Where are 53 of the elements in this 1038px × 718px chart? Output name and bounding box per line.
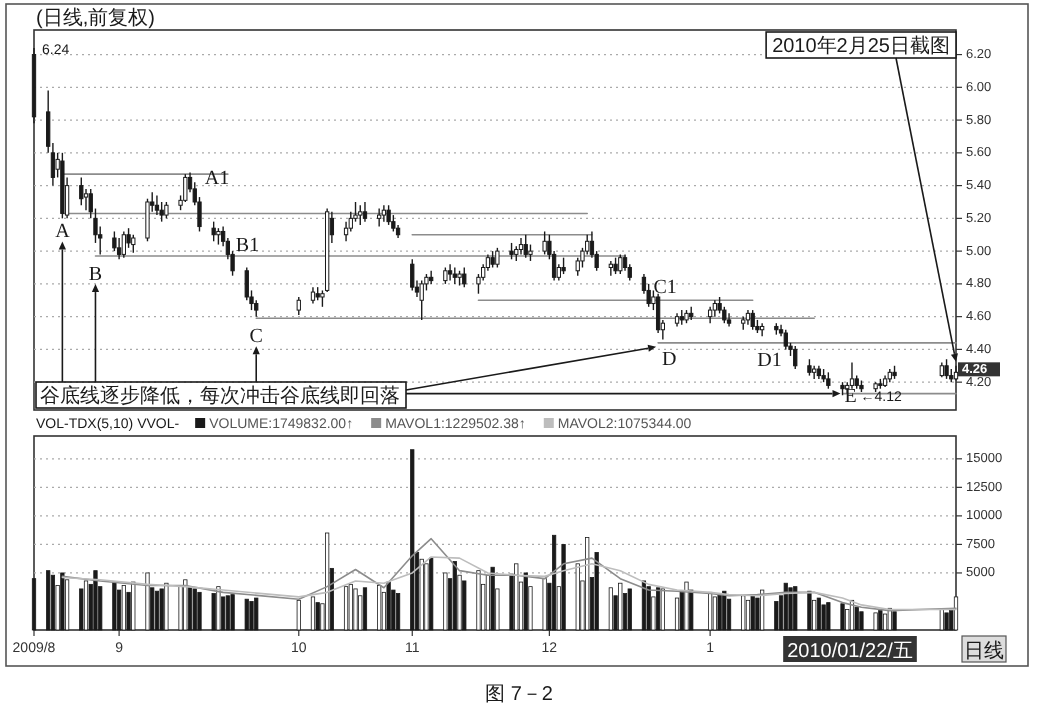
text: 2010/01/22/五 xyxy=(787,641,913,663)
candlestick xyxy=(495,247,500,269)
annotation: D1 xyxy=(757,350,782,373)
candlestick xyxy=(419,279,424,321)
candlestick xyxy=(358,204,363,226)
annotation: C xyxy=(249,326,264,349)
candlestick xyxy=(542,230,547,256)
candlestick xyxy=(410,258,415,292)
chart-title: (日线,前复权) xyxy=(36,6,155,30)
candlestick xyxy=(362,201,368,223)
candlestick xyxy=(793,345,798,370)
annotation: B xyxy=(88,264,103,287)
candlestick xyxy=(783,329,788,351)
text: 日线 xyxy=(964,639,1004,663)
candlestick xyxy=(296,296,301,316)
candlestick xyxy=(183,173,188,203)
line-series xyxy=(61,556,957,611)
candlestick xyxy=(381,204,387,223)
candlestick xyxy=(131,234,136,254)
candlestick xyxy=(116,237,122,261)
candlestick xyxy=(462,266,467,288)
candlestick xyxy=(353,201,358,223)
annotation: 2010年2月25日截图 xyxy=(772,34,950,58)
candlestick xyxy=(121,230,126,259)
candlestick xyxy=(523,234,528,259)
candlestick xyxy=(112,230,117,252)
line-series xyxy=(61,537,957,612)
candlestick xyxy=(159,201,164,223)
candlestick xyxy=(618,253,623,275)
candlestick xyxy=(608,260,613,277)
annotation: A xyxy=(55,221,72,244)
annotation: C1 xyxy=(653,276,677,299)
candlestick xyxy=(211,220,216,242)
annotation: D xyxy=(662,348,677,371)
candlestick xyxy=(655,293,661,334)
candlestick xyxy=(452,266,457,285)
candlestick xyxy=(849,361,855,390)
caption: 图 7－2 xyxy=(485,684,554,706)
candlestick xyxy=(447,263,453,282)
annotation: E xyxy=(844,385,857,408)
candlestick xyxy=(154,194,160,216)
candlestick xyxy=(750,309,755,331)
annotation: A1 xyxy=(204,168,230,191)
candlestick xyxy=(759,322,765,337)
candlestick xyxy=(79,176,84,206)
candlestick xyxy=(429,270,434,285)
annotation: B1 xyxy=(235,234,260,257)
candlestick xyxy=(145,198,150,242)
annotation: 谷底线逐步降低，每次冲击谷底线即回落 xyxy=(40,384,400,408)
candlestick xyxy=(944,358,949,380)
candlestick xyxy=(575,256,580,277)
candlestick xyxy=(386,204,391,226)
candlestick xyxy=(377,207,382,228)
